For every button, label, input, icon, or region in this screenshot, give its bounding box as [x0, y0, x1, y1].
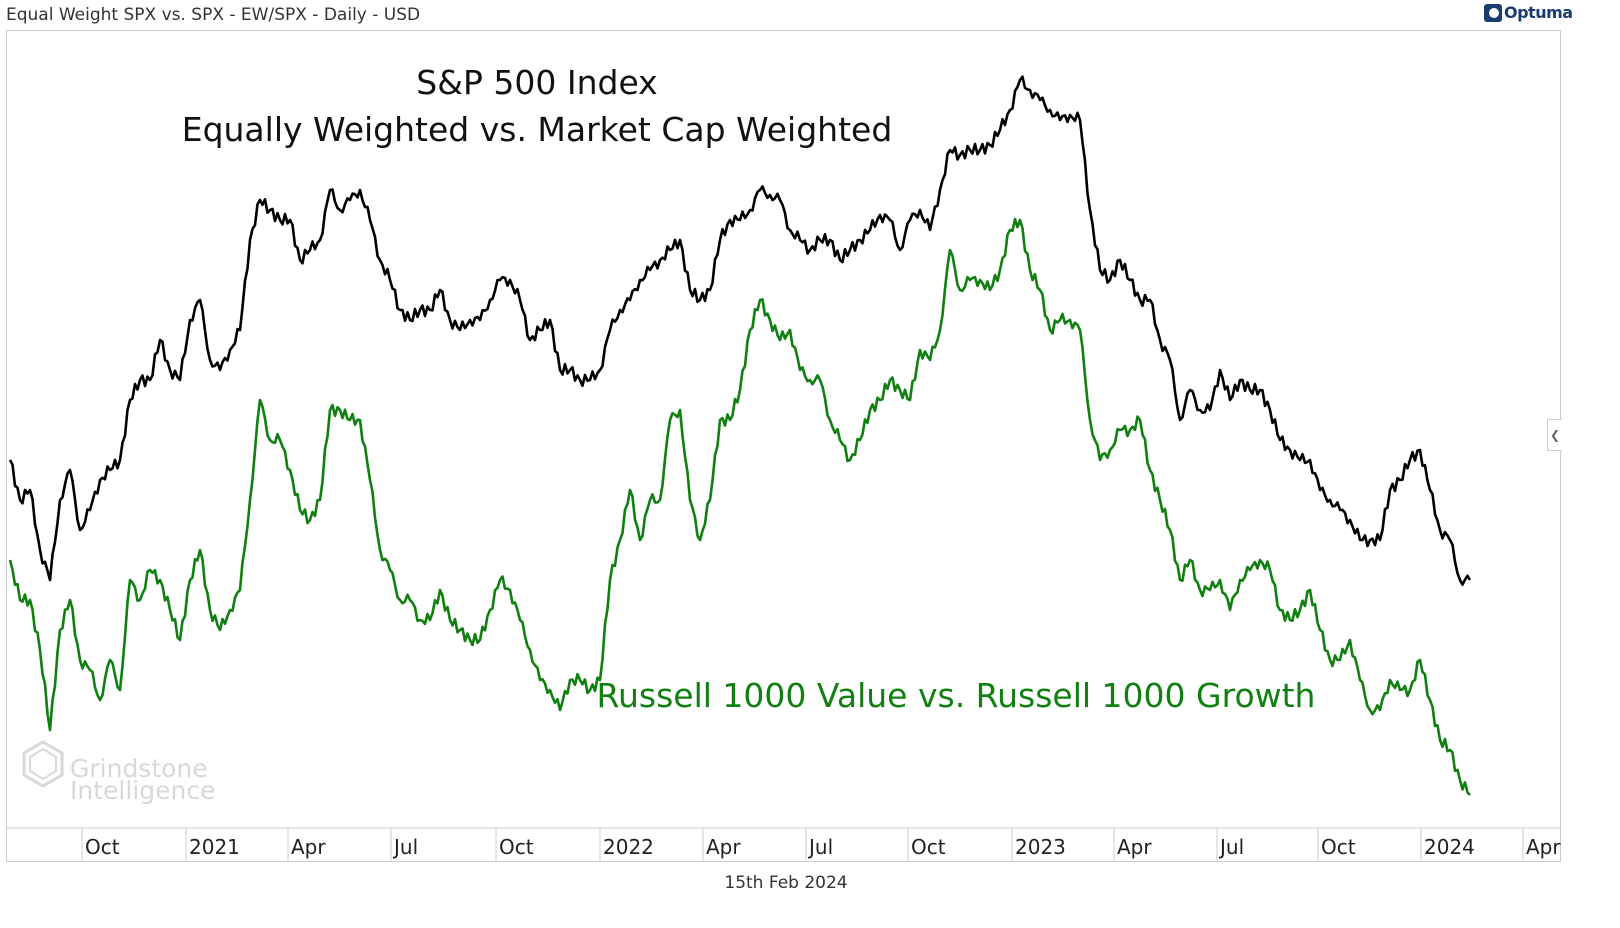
green-series-annotation: Russell 1000 Value vs. Russell 1000 Grow… [597, 676, 1316, 715]
x-tick-label: Oct [499, 835, 534, 859]
x-tick-label: 2023 [1015, 835, 1066, 859]
collapse-panel-chevron-left-icon[interactable]: ❮ [1547, 419, 1562, 451]
watermark-line1: Grindstone [70, 754, 208, 783]
x-tick-label: 2021 [189, 835, 240, 859]
x-tick-label: 2022 [603, 835, 654, 859]
footer-date: 15th Feb 2024 [724, 873, 848, 893]
x-tick-label: Apr [291, 835, 326, 859]
x-tick-label: Jul [392, 835, 418, 859]
series-lines [8, 75, 1472, 796]
x-axis: Oct 2021 Apr Jul Oct 2022 Apr Jul Oct 2023 Apr Jul O… [6, 827, 1561, 862]
optuma-logo-icon [1484, 3, 1502, 22]
x-tick-label: Apr [1526, 835, 1561, 859]
x-tick-label: Oct [1321, 835, 1356, 859]
optuma-logo: Optuma [1484, 3, 1573, 22]
hexagon-logo-icon [22, 740, 64, 788]
equal-weight-spx-line [8, 75, 1472, 586]
x-tick-label: Apr [1117, 835, 1152, 859]
x-tick-label: Oct [911, 835, 946, 859]
chart-title: S&P 500 Index [416, 63, 657, 102]
x-tick-label: Jul [807, 835, 833, 859]
logo-text: Optuma [1504, 3, 1573, 22]
chart-subtitle: Equally Weighted vs. Market Cap Weighted [182, 110, 893, 149]
watermark-line2: Intelligence [70, 776, 216, 805]
x-tick-label: Jul [1218, 835, 1244, 859]
x-tick-label: 2024 [1424, 835, 1475, 859]
russell-value-growth-line [8, 217, 1471, 796]
x-tick-label: Apr [706, 835, 741, 859]
x-tick-label: Oct [85, 835, 120, 859]
chart-header-title: Equal Weight SPX vs. SPX - EW/SPX - Dail… [6, 5, 421, 25]
